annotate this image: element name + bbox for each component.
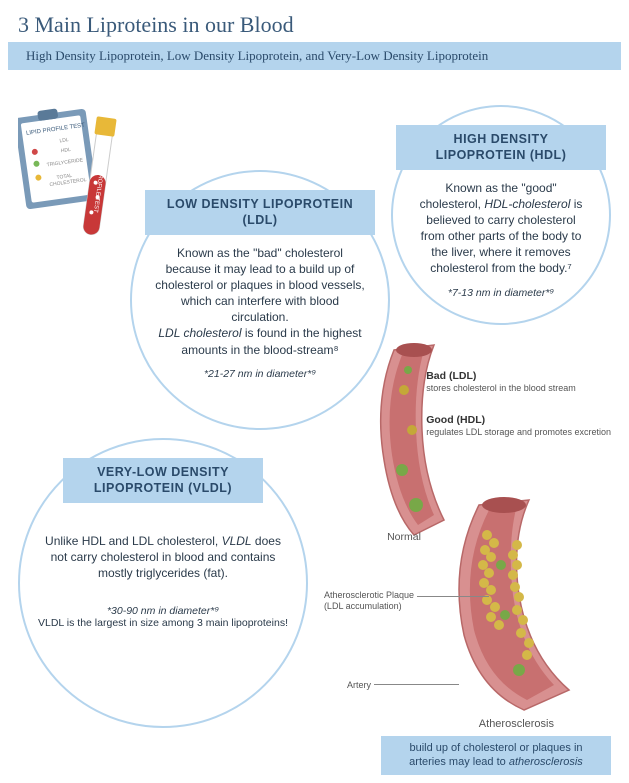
artery-label: Artery: [347, 680, 371, 690]
atherosclerosis-label: Atherosclerosis: [479, 718, 554, 730]
vessel-atherosclerosis: [429, 495, 599, 720]
clipboard-icon: LIPID PROFILE TEST LDL HDL TRIGLYCERIDE …: [18, 105, 128, 250]
ldl-desc: Known as the "bad" cholesterol because i…: [132, 235, 388, 358]
hdl-circle: HIGH DENSITY LIPOPROTEIN (HDL) Known as …: [391, 105, 611, 325]
vldl-diameter: *30-90 nm in diameter*⁹: [107, 605, 219, 617]
vldl-extra: VLDL is the largest in size among 3 main…: [38, 617, 288, 631]
ldl-diameter: *21-27 nm in diameter*⁹: [204, 368, 316, 380]
vldl-label: VERY-LOW DENSITY LIPOPROTEIN (VLDL): [63, 458, 263, 503]
hdl-desc: Known as the "good" cholesterol, HDL-cho…: [393, 170, 609, 277]
plaque-label: Atherosclerotic Plaque(LDL accumulation): [324, 590, 414, 612]
vldl-desc: Unlike HDL and LDL cholesterol, VLDL doe…: [20, 503, 306, 582]
ldl-label: LOW DENSITY LIPOPROTEIN (LDL): [145, 190, 375, 235]
hdl-label: HIGH DENSITY LIPOPROTEIN (HDL): [396, 125, 606, 170]
ldl-circle: LOW DENSITY LIPOPROTEIN (LDL) Known as t…: [130, 170, 390, 430]
hdl-diameter: *7-13 nm in diameter*⁹: [448, 287, 554, 299]
subtitle: High Density Lipoprotein, Low Density Li…: [8, 42, 621, 70]
page-title: 3 Main Liproteins in our Blood: [0, 0, 629, 42]
vldl-circle: VERY-LOW DENSITY LIPOPROTEIN (VLDL) Unli…: [18, 438, 308, 728]
atherosclerosis-note: build up of cholesterol or plaques in ar…: [381, 736, 611, 775]
